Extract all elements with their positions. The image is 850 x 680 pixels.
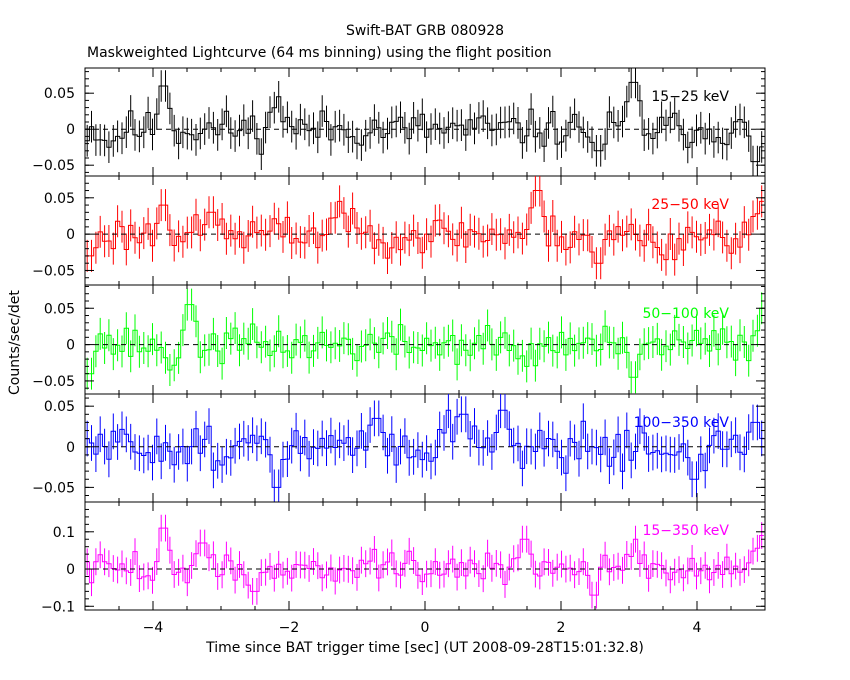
step-series [85,409,764,488]
x-tick-label: 4 [693,620,702,636]
y-tick-label: 0 [66,227,75,243]
step-series [85,304,764,378]
y-tick-label: 0 [66,122,75,138]
y-tick-label: 0.05 [44,399,75,415]
error-bars [86,176,763,280]
step-series [85,190,764,264]
y-tick-label: −0.05 [32,158,75,174]
band-label: 100−350 keV [634,415,730,431]
band-label: 25−50 keV [651,197,729,213]
y-tick-label: −0.1 [41,599,75,615]
chart-title: Swift-BAT GRB 080928 [345,23,505,39]
y-tick-label: 0.05 [44,191,75,207]
step-series [85,527,764,596]
chart-subtitle: Maskweighted Lightcurve (64 ms binning) … [87,45,552,61]
x-tick-label: 2 [557,620,566,636]
x-axis-label: Time since BAT trigger time [sec] (UT 20… [206,640,644,656]
y-axis-label: Counts/sec/det [7,290,23,395]
band-label: 15−25 keV [651,89,729,105]
band-label: 15−350 keV [642,523,729,539]
band-label: 50−100 keV [642,306,729,322]
y-tick-label: −0.05 [32,263,75,279]
y-tick-label: −0.05 [32,374,75,390]
x-tick-label: 0 [421,620,430,636]
y-tick-label: 0.05 [44,301,75,317]
y-tick-label: 0.1 [53,525,75,541]
y-tick-label: 0 [66,562,75,578]
y-tick-label: 0 [66,338,75,354]
y-tick-label: 0 [66,440,75,456]
x-tick-label: −2 [279,620,300,636]
y-tick-label: 0.05 [44,86,75,102]
error-bars [86,394,763,502]
step-series [85,81,764,163]
y-tick-label: −0.05 [32,480,75,496]
x-tick-label: −4 [143,620,164,636]
